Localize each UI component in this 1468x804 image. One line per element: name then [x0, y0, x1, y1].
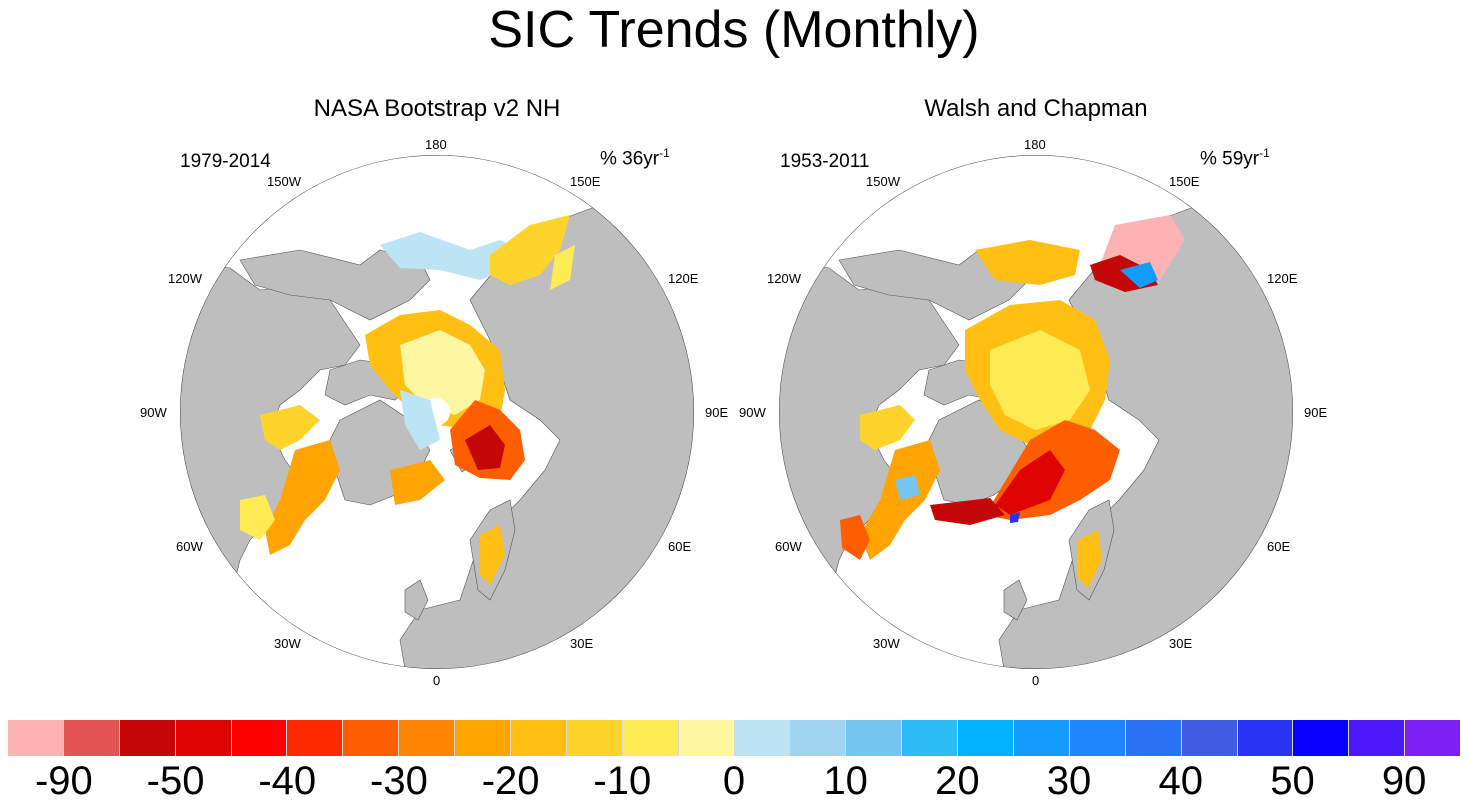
panel-1-lon-30e: 30E	[570, 636, 594, 651]
colorbar-swatch	[1405, 720, 1461, 756]
colorbar-tick-label: 90	[1381, 759, 1427, 803]
panel-2-lon-30w: 30W	[873, 636, 900, 651]
panel-2-units-base: % 59yr	[1200, 148, 1260, 170]
panel-2-lon-30e: 30E	[1169, 636, 1193, 651]
colorbar-swatch	[902, 720, 959, 756]
colorbar-tick-label: -50	[146, 759, 205, 803]
panel-1-units-exponent: -1	[659, 146, 670, 160]
colorbar-swatch	[678, 720, 735, 756]
colorbar-swatch	[175, 720, 232, 756]
panel-2-map	[779, 155, 1293, 669]
colorbar-swatch	[1069, 720, 1126, 756]
panel-2-trend-field	[840, 215, 1185, 588]
colorbar-swatch	[231, 720, 288, 756]
panel-2-lon-120e: 120E	[1267, 271, 1298, 286]
colorbar-swatch	[622, 720, 679, 756]
panel-1-map	[180, 155, 694, 669]
panel-1-lon-120w: 120W	[168, 271, 202, 286]
panel-1-trend-field	[240, 215, 575, 585]
colorbar-swatch	[734, 720, 791, 756]
panel-1-lon-90e: 90E	[705, 405, 729, 420]
panel-1-lon-150w: 150W	[267, 174, 301, 189]
colorbar-tick-label: 30	[1046, 759, 1092, 803]
panel-2-lon-120w: 120W	[767, 271, 801, 286]
panel-2-uk	[1003, 579, 1028, 621]
panel-2-lon-180: 180	[1024, 137, 1046, 152]
colorbar-swatch	[287, 720, 344, 756]
colorbar-swatch	[63, 720, 120, 756]
panel-2-units-exponent: -1	[1259, 146, 1270, 160]
panel-2-lon-60e: 60E	[1267, 539, 1291, 554]
colorbar-tick-label: 40	[1158, 759, 1204, 803]
panel-1-uk	[404, 579, 429, 621]
colorbar-tick-label: -10	[593, 759, 652, 803]
panel-2-units: % 59yr-1	[1200, 146, 1270, 170]
panel-2-lon-150w: 150W	[866, 174, 900, 189]
colorbar-swatch	[1349, 720, 1406, 756]
panel-2-lon-90e: 90E	[1304, 405, 1328, 420]
panel-2-alaska-top	[838, 249, 1030, 321]
colorbar-tick-label: 50	[1270, 759, 1315, 803]
colorbar-tick-label: -90	[34, 759, 93, 803]
figure-title: SIC Trends (Monthly)	[488, 1, 980, 59]
panel-1-title: NASA Bootstrap v2 NH	[313, 95, 561, 122]
colorbar-tick-label: 0	[722, 759, 746, 803]
colorbar-tick-label: 20	[935, 759, 980, 803]
colorbar-tick-label: -30	[370, 759, 428, 803]
panel-1-lon-60e: 60E	[668, 539, 692, 554]
panel-1-lon-120e: 120E	[668, 271, 699, 286]
panel-2-lon-150e: 150E	[1169, 174, 1200, 189]
panel-1-units: % 36yr-1	[600, 146, 670, 170]
panel-2-title: Walsh and Chapman	[924, 95, 1148, 122]
panel-1-lon-30w: 30W	[274, 636, 301, 651]
colorbar-swatch	[343, 720, 400, 756]
panel-1-lon-90w: 90W	[140, 405, 167, 420]
panel-1-lon-0: 0	[433, 673, 441, 688]
colorbar-tick-label: -20	[481, 759, 540, 803]
panel-1-units-base: % 36yr	[600, 148, 660, 170]
colorbar-swatch	[119, 720, 176, 756]
colorbar-swatch	[455, 720, 512, 756]
panel-2-lon-60w: 60W	[775, 539, 802, 554]
colorbar	[8, 720, 1461, 756]
panel-1-lon-180: 180	[425, 137, 447, 152]
panel-1-eurasia	[399, 199, 694, 669]
colorbar-swatch	[1014, 720, 1070, 756]
panel-2-period: 1953-2011	[780, 151, 870, 172]
colorbar-swatch	[8, 720, 64, 756]
colorbar-swatch	[566, 720, 623, 756]
panel-1-period: 1979-2014	[180, 151, 271, 172]
colorbar-swatch	[1181, 720, 1238, 756]
colorbar-swatch	[1125, 720, 1182, 756]
colorbar-swatch	[958, 720, 1015, 756]
panel-2-lon-90w: 90W	[739, 405, 766, 420]
panel-2-eurasia	[998, 199, 1293, 669]
panel-1-lon-60w: 60W	[176, 539, 203, 554]
colorbar-swatch	[511, 720, 567, 756]
panel-2-lon-0: 0	[1032, 673, 1040, 688]
panel-1-alaska-top	[239, 249, 431, 321]
colorbar-tick-label: -40	[258, 759, 317, 803]
colorbar-swatch	[790, 720, 847, 756]
colorbar-swatch	[1237, 720, 1294, 756]
colorbar-swatch	[846, 720, 903, 756]
panel-1-lon-150e: 150E	[570, 174, 601, 189]
colorbar-swatch	[1293, 720, 1350, 756]
colorbar-tick-label: 10	[823, 759, 868, 803]
colorbar-swatch	[399, 720, 456, 756]
